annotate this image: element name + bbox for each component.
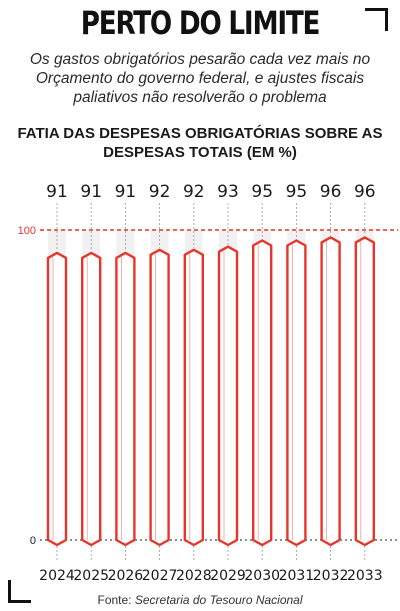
bar-2032 <box>320 236 341 547</box>
reference-label-0: 0 <box>30 535 36 547</box>
bar-2033 <box>354 236 375 547</box>
corner-mark-top-right <box>365 8 388 31</box>
value-label-2025: 91 <box>80 182 102 202</box>
year-label-2024: 2024 <box>39 568 75 584</box>
bar-2031 <box>286 239 307 547</box>
value-label-2030: 95 <box>251 182 273 202</box>
value-label-2031: 95 <box>286 182 308 202</box>
year-label-2026: 2026 <box>108 568 144 584</box>
bar-2030 <box>252 239 273 547</box>
year-label-2032: 2032 <box>313 568 349 584</box>
value-label-2033: 96 <box>354 182 376 202</box>
subtitle: Os gastos obrigatórios pesarão cada vez … <box>29 51 371 106</box>
bar-2028 <box>183 248 204 547</box>
page-title: PERTO DO LIMITE <box>80 4 321 42</box>
corner-mark-bottom-left <box>8 580 31 603</box>
year-label-2031: 2031 <box>279 568 315 584</box>
bar-2026 <box>115 251 136 547</box>
source-note: Fonte: Secretaria do Tesouro Nacional <box>0 593 400 607</box>
value-label-2032: 96 <box>320 182 342 202</box>
year-label-2030: 2030 <box>244 568 280 584</box>
value-label-2028: 92 <box>183 182 205 202</box>
source-name: Secretaria do Tesouro Nacional <box>134 593 303 607</box>
value-label-2024: 91 <box>46 182 68 202</box>
year-label-2027: 2027 <box>142 568 178 584</box>
source-prefix: Fonte: <box>97 593 132 607</box>
bar-2027 <box>149 248 170 547</box>
value-label-2029: 93 <box>217 182 239 202</box>
year-label-2033: 2033 <box>347 568 383 584</box>
year-label-2029: 2029 <box>210 568 246 584</box>
value-label-2027: 92 <box>149 182 171 202</box>
year-label-2028: 2028 <box>176 568 212 584</box>
chart-title: FATIA DAS DESPESAS OBRIGATÓRIAS SOBRE AS… <box>17 125 383 161</box>
bar-2025 <box>81 251 102 547</box>
reference-label-100: 100 <box>18 225 36 237</box>
bar-2024 <box>46 251 68 547</box>
bar-2029 <box>217 245 239 547</box>
year-label-2025: 2025 <box>73 568 109 584</box>
value-label-2026: 91 <box>115 182 137 202</box>
